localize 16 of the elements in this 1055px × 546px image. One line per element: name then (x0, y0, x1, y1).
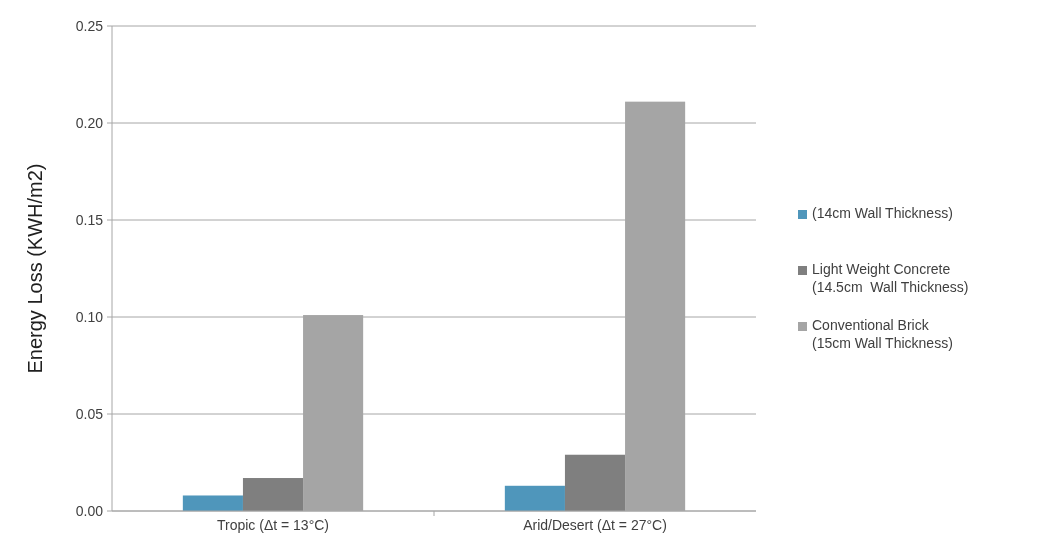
y-axis-title: Energy Loss (KWH/m2) (24, 163, 46, 374)
y-tick-label: 0.05 (75, 405, 104, 422)
y-tick-label: 0.00 (75, 502, 104, 519)
bar (242, 478, 304, 511)
bar (504, 485, 565, 511)
bar (182, 495, 243, 511)
y-tick-label: 0.15 (75, 211, 104, 228)
y-tick-label: 0.10 (75, 308, 104, 325)
bar (564, 454, 626, 511)
x-tick-label: Arid/Desert (Δt = 27°C) (523, 517, 667, 533)
legend-label: Light Weight Concrete (14.5cm Wall Thickness) (812, 261, 969, 295)
x-tick-label: Tropic (Δt = 13°C) (216, 517, 330, 533)
y-tick-label: 0.25 (75, 17, 104, 34)
legend-label: (14cm Wall Thickness) (812, 205, 953, 221)
legend-label: Conventional Brick (15cm Wall Thickness) (812, 317, 953, 351)
y-tick-label: 0.20 (75, 114, 104, 131)
